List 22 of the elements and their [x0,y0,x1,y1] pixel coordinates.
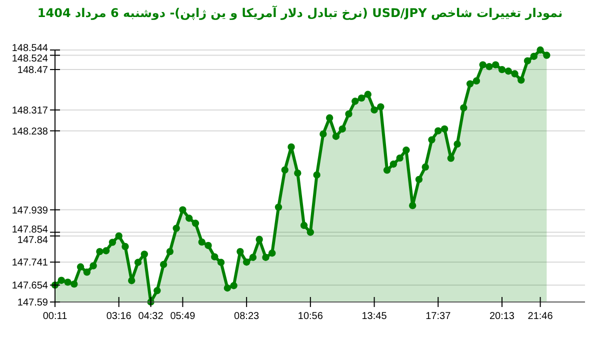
y-tick-label: 147.59 [17,298,48,308]
y-tick-label: 148.47 [17,65,48,76]
chart-title: نمودار تغییرات شاخص USD/JPY (نرخ تبادل دلار آمریکا و ین ژاپن)- دوشنبه 6 مرداد 1404 [36,6,564,20]
x-tick-label: 21:46 [528,311,554,322]
x-tick-label: 04:32 [138,311,164,322]
y-tick-label: 148.238 [12,126,48,138]
y-tick-label: 147.939 [12,205,48,216]
x-tick-label: 08:23 [234,311,260,322]
y-tick-label: 147.741 [12,258,48,269]
x-tick-label: 10:56 [298,311,324,322]
x-tick-label: 00:11 [42,311,68,322]
y-tick-label: 148.317 [12,105,48,116]
x-tick-label: 05:49 [170,311,196,322]
x-tick-label: 13:45 [362,311,388,322]
x-tick-label: 03:16 [106,311,132,322]
y-tick-label: 148.544 [12,42,48,54]
y-tick-label: 148.524 [12,53,48,64]
x-tick-label: 17:37 [426,311,452,322]
x-tick-label: 20:13 [489,311,515,322]
y-tick-label: 147.654 [12,280,48,292]
y-tick-label: 147.854 [12,224,48,236]
y-tick-label: 147.84 [17,234,48,246]
